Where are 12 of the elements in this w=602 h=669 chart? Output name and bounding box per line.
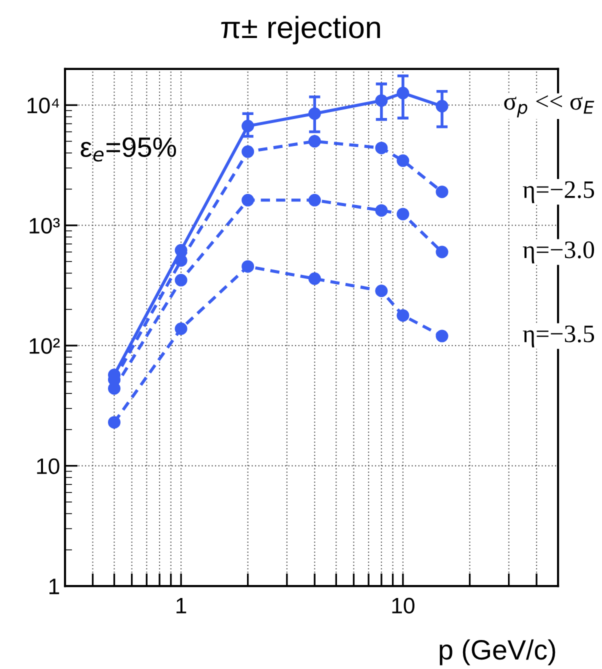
text: η=−3.0 [522, 241, 594, 264]
text: η=−2.5 [522, 181, 594, 204]
chart-title: π± rejection [221, 16, 380, 44]
y-tick-label: 10 [37, 458, 60, 474]
y-tick-label: 1 [49, 578, 60, 594]
text: σ$_{p}$ << σ$_{E}$ [504, 95, 594, 118]
y-tick-label: 10² [30, 338, 60, 354]
y-tick-label: 10⁴ [28, 98, 60, 114]
annotation: ε$_{e}$=95% [80, 137, 176, 162]
text: η=−3.5 [522, 326, 594, 348]
x-axis-title: p (GeV/c) [440, 639, 556, 666]
y-tick-label: 10³ [30, 218, 60, 234]
